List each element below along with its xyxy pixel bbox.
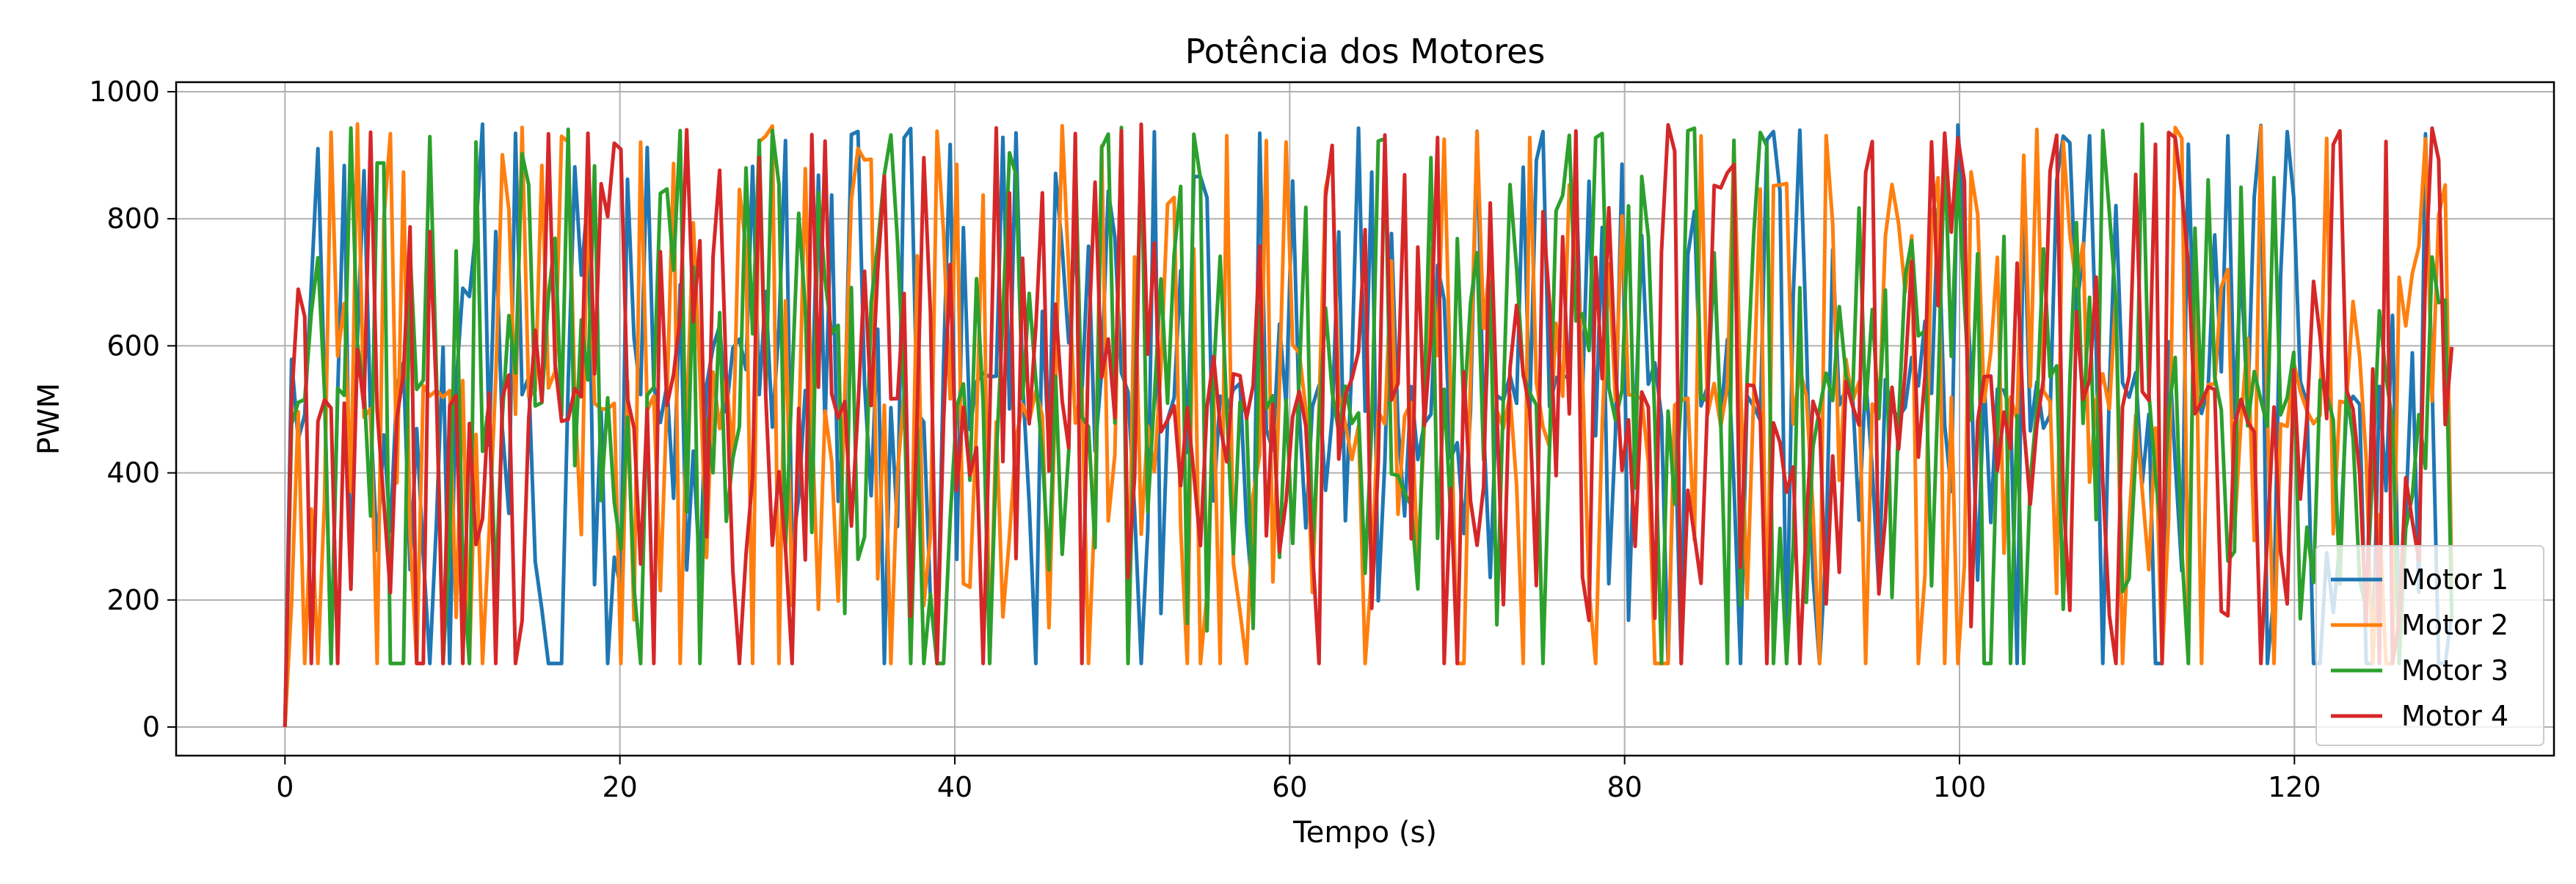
series-line-motor-4 [283, 122, 2454, 728]
x-tick-label: 20 [602, 771, 637, 803]
legend-label: Motor 1 [2401, 563, 2508, 596]
y-tick-label: 200 [106, 584, 160, 616]
y-tick-label: 0 [142, 711, 160, 743]
series-line-motor-2 [283, 122, 2454, 728]
chart-title: Potência dos Motores [1185, 32, 1546, 71]
legend: Motor 1 Motor 2 Motor 3 Motor 4 [2315, 545, 2544, 746]
legend-label: Motor 2 [2401, 609, 2508, 641]
y-tick-label: 800 [106, 202, 160, 235]
series-lines [283, 122, 2454, 728]
x-axis-label: Tempo (s) [1292, 816, 1437, 850]
axis-ticks: 0 20 40 60 80 100 120 0 200 400 600 800 1000 [89, 76, 2321, 803]
y-tick-label: 1000 [89, 76, 160, 108]
series-line-motor-1 [283, 122, 2454, 728]
x-tick-label: 60 [1272, 771, 1307, 803]
x-tick-label: 0 [276, 771, 294, 803]
legend-label: Motor 3 [2401, 654, 2508, 687]
x-tick-label: 80 [1607, 771, 1642, 803]
y-tick-label: 400 [106, 457, 160, 489]
x-tick-label: 40 [937, 771, 972, 803]
x-tick-label: 100 [1933, 771, 1987, 803]
legend-box [2315, 545, 2544, 746]
y-axis-label: PWM [32, 383, 66, 455]
legend-label: Motor 4 [2401, 700, 2508, 732]
plot-frame [175, 81, 2555, 757]
y-tick-label: 600 [106, 329, 160, 362]
x-tick-label: 120 [2268, 771, 2321, 803]
